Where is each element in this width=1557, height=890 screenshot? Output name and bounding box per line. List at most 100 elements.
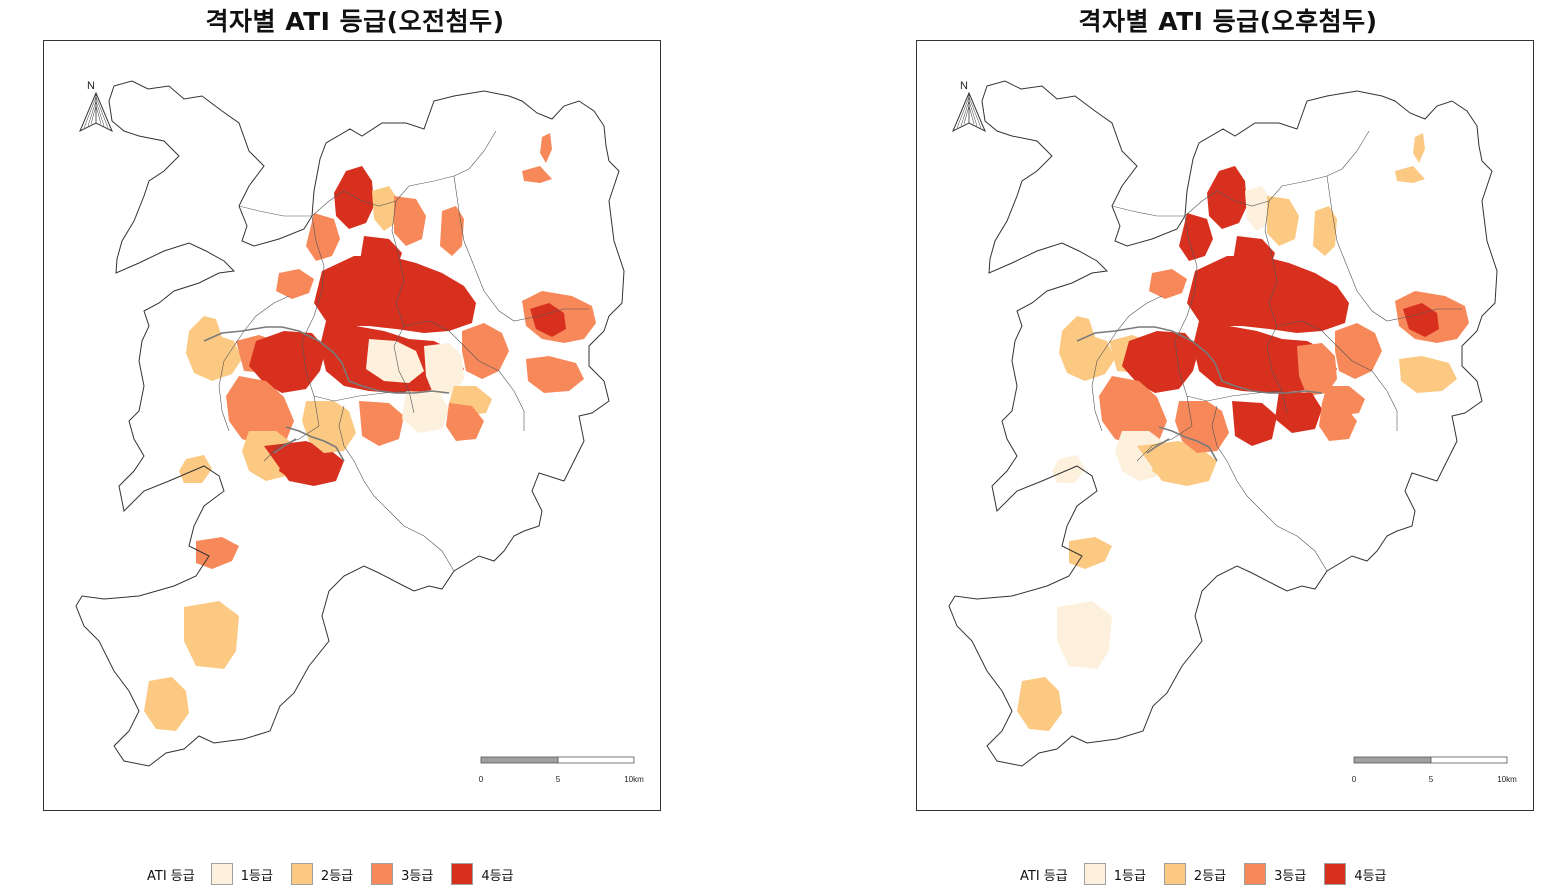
ati-zone bbox=[1233, 236, 1275, 273]
city-boundary bbox=[948, 80, 1498, 767]
district-boundaries bbox=[1091, 130, 1462, 572]
ati-zone bbox=[1267, 196, 1299, 246]
ati-zone bbox=[1232, 401, 1277, 446]
scale-bar: 0 5 10km bbox=[1352, 756, 1517, 784]
map-frame: N 0 5 10km bbox=[43, 40, 661, 811]
ati-zone bbox=[279, 449, 322, 481]
legend-item-grade4: 4등급 bbox=[451, 863, 514, 885]
map-zones bbox=[1017, 133, 1469, 731]
legend-item-grade1: 1등급 bbox=[1083, 863, 1146, 885]
map-zones bbox=[144, 133, 596, 731]
ati-zone bbox=[226, 376, 294, 446]
map-title: 격자별 ATI 등급(오전첨두) bbox=[205, 7, 505, 36]
legend-swatch bbox=[210, 863, 233, 885]
ati-zone bbox=[196, 537, 239, 569]
ati-zone bbox=[186, 316, 242, 381]
scale-label-5: 5 bbox=[1429, 775, 1434, 784]
legend-title: ATI 등급 bbox=[1020, 868, 1068, 884]
ati-zone bbox=[1395, 166, 1425, 183]
ati-zone bbox=[184, 601, 239, 669]
ati-zone bbox=[402, 391, 449, 433]
map-panel-pm: 격자별 ATI 등급(오후첨두) N 0 5 10km ATI 등급 bbox=[908, 0, 1548, 890]
ati-zone bbox=[359, 401, 404, 446]
legend-swatch bbox=[451, 863, 474, 885]
ati-zone bbox=[1239, 339, 1297, 383]
ati-zone bbox=[440, 206, 464, 256]
river-line bbox=[203, 326, 450, 462]
legend-item-grade3: 3등급 bbox=[1244, 863, 1306, 885]
ati-zone bbox=[1413, 133, 1425, 163]
ati-zone bbox=[1057, 601, 1112, 669]
ati-zone bbox=[1069, 537, 1112, 569]
ati-zone bbox=[446, 403, 484, 441]
scale-label-0: 0 bbox=[479, 775, 484, 784]
map-panel-am: 격자별 ATI 등급(오전첨두) N 0 5 10km ATI 등급 bbox=[35, 0, 675, 890]
ati-zone bbox=[249, 331, 326, 393]
ati-zone bbox=[314, 256, 476, 333]
north-label: N bbox=[960, 80, 968, 92]
legend-swatch bbox=[371, 863, 394, 885]
ati-zone bbox=[1207, 166, 1247, 229]
scale-label-0: 0 bbox=[1352, 775, 1357, 784]
legend-item-grade2: 2등급 bbox=[290, 863, 353, 885]
north-arrow: N bbox=[79, 80, 113, 133]
legend-swatch bbox=[1163, 863, 1186, 885]
river-line bbox=[1076, 326, 1323, 462]
legend-swatch bbox=[1083, 863, 1106, 885]
ati-zone bbox=[1275, 391, 1322, 433]
ati-zone bbox=[1099, 376, 1167, 446]
ati-zone bbox=[526, 356, 584, 393]
ati-zone bbox=[144, 677, 189, 731]
ati-zone bbox=[179, 455, 212, 483]
scale-label-10km: 10km bbox=[1497, 775, 1517, 784]
ati-zone bbox=[360, 236, 402, 273]
ati-zone bbox=[1152, 449, 1195, 481]
north-arrow: N bbox=[952, 80, 986, 133]
ati-zone bbox=[1319, 403, 1357, 441]
scale-label-10km: 10km bbox=[624, 775, 644, 784]
legend-item-grade1: 1등급 bbox=[210, 863, 273, 885]
ati-zone bbox=[334, 166, 374, 229]
scale-bar: 0 5 10km bbox=[479, 756, 644, 784]
ati-zone bbox=[1017, 677, 1062, 731]
ati-zone bbox=[1313, 206, 1337, 256]
ati-zone bbox=[530, 303, 566, 337]
ati-zone bbox=[462, 323, 509, 379]
scale-label-5: 5 bbox=[556, 775, 561, 784]
map-frame: N 0 5 10km bbox=[916, 40, 1534, 811]
city-boundary bbox=[75, 80, 625, 767]
ati-zone bbox=[1059, 316, 1115, 381]
ati-zone bbox=[522, 166, 552, 183]
ati-zone bbox=[1187, 256, 1349, 333]
ati-zone bbox=[372, 186, 399, 231]
legend-swatch bbox=[1324, 863, 1347, 885]
ati-zone bbox=[1399, 356, 1457, 393]
ati-zone bbox=[1052, 455, 1085, 483]
ati-zone bbox=[1149, 269, 1187, 299]
ati-zone bbox=[306, 213, 340, 261]
legend: ATI 등급 1등급 2등급 3등급 4등급 bbox=[147, 861, 532, 887]
legend-swatch bbox=[1244, 863, 1267, 885]
legend-item-grade3: 3등급 bbox=[371, 863, 433, 885]
ati-zone bbox=[1245, 186, 1272, 231]
legend-title: ATI 등급 bbox=[147, 868, 195, 884]
district-boundaries bbox=[218, 130, 589, 572]
legend-swatch bbox=[290, 863, 313, 885]
legend-item-grade2: 2등급 bbox=[1163, 863, 1226, 885]
legend: ATI 등급 1등급 2등급 3등급 4등급 bbox=[1020, 861, 1405, 887]
ati-zone bbox=[1297, 343, 1337, 396]
map-svg: N 0 5 10km bbox=[75, 80, 644, 784]
ati-zone bbox=[1122, 331, 1199, 393]
ati-zone bbox=[276, 269, 314, 299]
ati-zone bbox=[1179, 213, 1213, 261]
ati-zone bbox=[1335, 323, 1382, 379]
legend-item-grade4: 4등급 bbox=[1324, 863, 1387, 885]
map-svg: N 0 5 10km bbox=[948, 80, 1517, 784]
ati-zone bbox=[540, 133, 552, 163]
ati-zone bbox=[1403, 303, 1439, 337]
ati-zone bbox=[366, 339, 424, 383]
ati-zone bbox=[424, 343, 464, 396]
map-title: 격자별 ATI 등급(오후첨두) bbox=[1078, 7, 1378, 36]
north-label: N bbox=[87, 80, 95, 92]
ati-zone bbox=[394, 196, 426, 246]
